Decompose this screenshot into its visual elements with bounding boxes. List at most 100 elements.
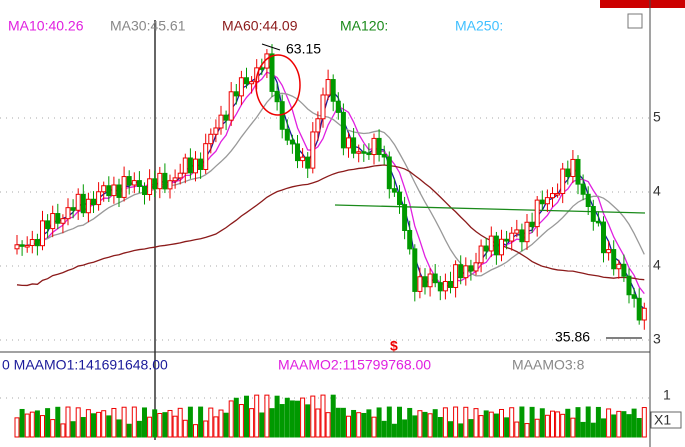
volume-bar (376, 407, 382, 438)
candle-body (575, 158, 581, 185)
candle-body (427, 273, 433, 288)
volume-bar (427, 413, 433, 438)
candle-body (601, 221, 606, 254)
volume-bar (499, 408, 504, 438)
candle-body (182, 157, 188, 174)
volume-bar (24, 413, 30, 438)
candle-body (483, 245, 489, 252)
volume-bar (259, 412, 265, 438)
candle-body (448, 280, 453, 288)
volume-bar (269, 408, 275, 438)
candle-body (422, 276, 428, 288)
volume-bar (626, 414, 632, 438)
maamo2-label: MAAMO2:115799768.00 (278, 357, 431, 373)
volume-bar (544, 414, 550, 438)
candle-body (616, 263, 622, 270)
volume-bar (75, 407, 81, 438)
candle-body (499, 238, 504, 256)
volume-bar (524, 423, 530, 438)
volume-bar (274, 395, 280, 438)
volume-bar (213, 416, 219, 438)
candle-body (19, 244, 25, 247)
candle-body (371, 137, 377, 156)
volume-bar (621, 411, 627, 438)
candle-body (45, 220, 51, 230)
candle-body (310, 131, 316, 169)
signal-marker: $ (390, 338, 398, 354)
ma30-label: MA30:45.61 (110, 18, 186, 34)
volume-bar (244, 395, 249, 438)
candle-body (136, 180, 142, 187)
volume-bar (305, 404, 311, 438)
candle-body (346, 137, 351, 149)
maamo3-label: MAAMO3:8 (512, 357, 585, 373)
candle-body (381, 153, 387, 158)
high-pointer (261, 43, 281, 51)
scale-box[interactable] (650, 411, 682, 429)
volume-bar (519, 406, 525, 438)
volume-bar (509, 407, 515, 438)
volume-bar (142, 407, 147, 438)
volume-bar (121, 406, 127, 438)
volume-bar (356, 412, 362, 438)
volume-bar (218, 409, 224, 438)
volume-bar (85, 409, 91, 438)
volume-bar (595, 406, 601, 438)
window-button[interactable] (627, 13, 643, 29)
volume-bar (29, 411, 35, 438)
candle-body (213, 127, 219, 135)
volume-bar (351, 409, 357, 438)
volume-bar (391, 423, 397, 438)
candle-body (560, 168, 566, 194)
volume-bar (529, 406, 535, 438)
candle-body (509, 232, 515, 242)
volume-bar (514, 421, 520, 438)
candle-body (244, 77, 249, 85)
candle-body (24, 245, 30, 248)
candle-body (626, 275, 632, 296)
volume-bar (111, 407, 117, 438)
candle-body (40, 220, 45, 247)
volume-bar (585, 406, 591, 438)
candle-body (636, 297, 642, 321)
candle-body (187, 157, 193, 174)
candle-body (126, 176, 132, 186)
volume-bar (40, 415, 45, 438)
volume-bar (565, 408, 571, 438)
volume-bars (14, 394, 647, 438)
volume-bar (606, 408, 612, 438)
volume-bar (310, 395, 316, 438)
candle-body (121, 176, 127, 198)
volume-bar (550, 410, 555, 438)
volume-bar (177, 407, 183, 438)
volume-bar (187, 406, 193, 438)
scale-label[interactable]: X1 (654, 412, 671, 428)
ma-line (16, 71, 645, 295)
candle-body (269, 53, 275, 92)
candle-body (417, 276, 423, 292)
candle-body (14, 244, 20, 250)
volume-bar (50, 419, 56, 438)
axis-label: 3 (653, 331, 661, 347)
ma60-label: MA60:44.09 (222, 18, 298, 34)
candle-body (162, 172, 168, 190)
volume-bar (14, 417, 20, 438)
volume-bar (34, 410, 40, 438)
volume-bar (233, 397, 239, 438)
candle-body (468, 265, 474, 272)
volume-bar (264, 394, 270, 438)
volume-bar (152, 409, 158, 438)
candle-body (412, 248, 418, 292)
volume-bar (361, 412, 367, 438)
candle-body (198, 158, 204, 170)
volume-bar (198, 406, 204, 438)
candle-body (458, 264, 464, 279)
candle-body (101, 185, 107, 193)
candle-body (524, 221, 530, 243)
volume-bar (448, 421, 453, 438)
candle-body (305, 156, 311, 169)
candles (14, 44, 647, 330)
volume-bar (254, 394, 260, 438)
volume-bar (249, 408, 255, 438)
volume-bar (91, 413, 96, 438)
